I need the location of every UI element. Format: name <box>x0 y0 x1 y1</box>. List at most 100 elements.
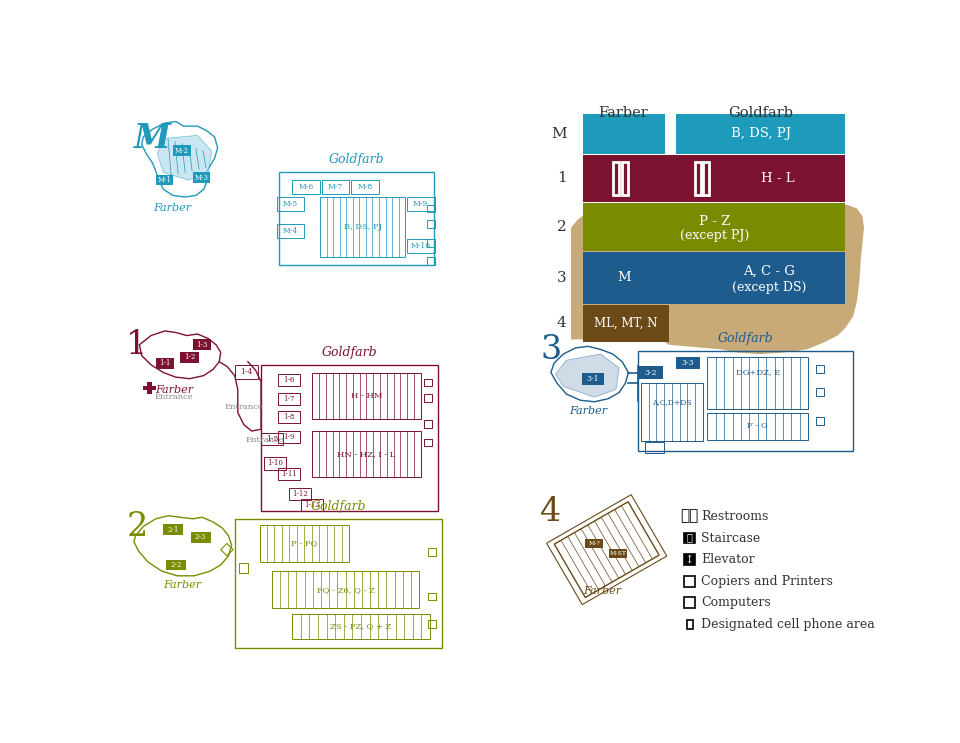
Text: Goldfarb: Goldfarb <box>718 332 773 345</box>
Text: Computers: Computers <box>701 596 771 609</box>
Bar <box>143 386 156 390</box>
Text: 3: 3 <box>540 334 562 366</box>
Text: 4: 4 <box>540 496 562 528</box>
Text: 1-8: 1-8 <box>283 413 295 421</box>
Bar <box>292 180 320 194</box>
Bar <box>278 411 300 424</box>
Bar <box>816 365 824 372</box>
Bar <box>427 204 435 212</box>
Bar <box>622 162 628 195</box>
Text: A,C,D+DS: A,C,D+DS <box>652 398 691 406</box>
Text: M-6: M-6 <box>299 183 314 191</box>
Bar <box>585 539 604 548</box>
Text: B, DS, PJ: B, DS, PJ <box>344 223 381 231</box>
Text: PQ - Z6, Q - Z: PQ - Z6, Q - Z <box>317 585 374 594</box>
Text: 2: 2 <box>126 511 148 543</box>
Text: M-4: M-4 <box>283 227 299 235</box>
Bar <box>276 224 304 238</box>
Bar <box>180 351 199 363</box>
Bar <box>684 554 695 565</box>
Bar <box>312 431 420 477</box>
Bar <box>639 366 662 379</box>
Text: 3: 3 <box>557 270 566 285</box>
Bar <box>677 357 700 369</box>
Text: 3-2: 3-2 <box>644 369 658 377</box>
Polygon shape <box>556 354 619 398</box>
Bar <box>261 432 283 445</box>
Text: 4: 4 <box>557 317 566 330</box>
Bar <box>312 372 420 419</box>
Bar <box>278 431 300 444</box>
Text: Entrance: Entrance <box>155 392 194 400</box>
Text: Goldfarb: Goldfarb <box>729 106 793 120</box>
Bar <box>423 394 432 402</box>
Text: M-1: M-1 <box>158 176 172 184</box>
Bar <box>407 197 435 211</box>
Text: 2-1: 2-1 <box>167 525 179 533</box>
Bar <box>582 372 604 385</box>
Bar <box>301 499 324 511</box>
Bar <box>677 114 846 154</box>
Bar <box>584 155 846 202</box>
Bar <box>637 351 853 451</box>
Text: Goldfarb: Goldfarb <box>328 153 384 166</box>
Bar <box>193 340 211 350</box>
Text: M-ST: M-ST <box>610 551 627 557</box>
Text: 1-1: 1-1 <box>159 360 171 367</box>
Bar <box>584 203 846 251</box>
Text: Elevator: Elevator <box>701 553 755 566</box>
Text: Goldfarb: Goldfarb <box>311 499 367 513</box>
Text: Farber: Farber <box>598 106 648 120</box>
Bar <box>427 239 435 247</box>
Text: Farber: Farber <box>569 406 607 416</box>
Text: M-?: M-? <box>588 541 600 546</box>
Text: M-7: M-7 <box>327 183 343 191</box>
Bar <box>190 532 210 542</box>
Bar <box>162 525 182 535</box>
Bar <box>428 593 436 600</box>
Bar <box>704 162 709 195</box>
Text: ↕: ↕ <box>684 554 694 565</box>
Bar <box>423 438 432 447</box>
Text: A, C - G: A, C - G <box>743 265 795 278</box>
Text: M-8: M-8 <box>357 183 372 191</box>
Bar <box>428 548 436 556</box>
Polygon shape <box>571 204 864 354</box>
Text: Copiers and Printers: Copiers and Printers <box>701 574 833 588</box>
Text: DG+DZ, E: DG+DZ, E <box>735 369 780 377</box>
Text: 1-11: 1-11 <box>281 470 297 478</box>
Text: 3-1: 3-1 <box>587 374 599 383</box>
Text: H - L: H - L <box>761 172 795 185</box>
Text: Entrance: Entrance <box>246 435 284 444</box>
Bar <box>427 220 435 228</box>
Text: Farber: Farber <box>583 585 621 596</box>
Bar <box>816 388 824 395</box>
Bar <box>708 357 808 409</box>
Bar <box>708 412 808 441</box>
Text: ZS - PZ, Q + Z: ZS - PZ, Q + Z <box>330 623 392 631</box>
Bar <box>278 468 300 480</box>
Bar <box>584 114 665 154</box>
Text: P - Z: P - Z <box>699 215 731 228</box>
Bar <box>686 620 693 629</box>
Bar <box>423 379 432 386</box>
Bar <box>276 197 304 211</box>
Text: M-3: M-3 <box>195 174 208 182</box>
Text: ML, MT, N: ML, MT, N <box>594 317 658 330</box>
Text: M: M <box>617 271 631 285</box>
Text: 1-4: 1-4 <box>240 368 252 376</box>
Bar <box>174 146 190 156</box>
Bar <box>292 614 430 639</box>
Text: 2-3: 2-3 <box>195 533 206 542</box>
Bar <box>234 365 258 379</box>
Text: Farber: Farber <box>156 385 193 395</box>
Bar <box>289 488 311 500</box>
Text: F - G: F - G <box>748 423 768 430</box>
Bar <box>609 549 628 559</box>
Bar <box>156 358 175 369</box>
Text: 1-7: 1-7 <box>283 395 295 403</box>
Bar <box>584 252 846 304</box>
Text: 2-2: 2-2 <box>170 561 181 569</box>
Bar <box>684 533 695 543</box>
Bar <box>261 365 438 511</box>
